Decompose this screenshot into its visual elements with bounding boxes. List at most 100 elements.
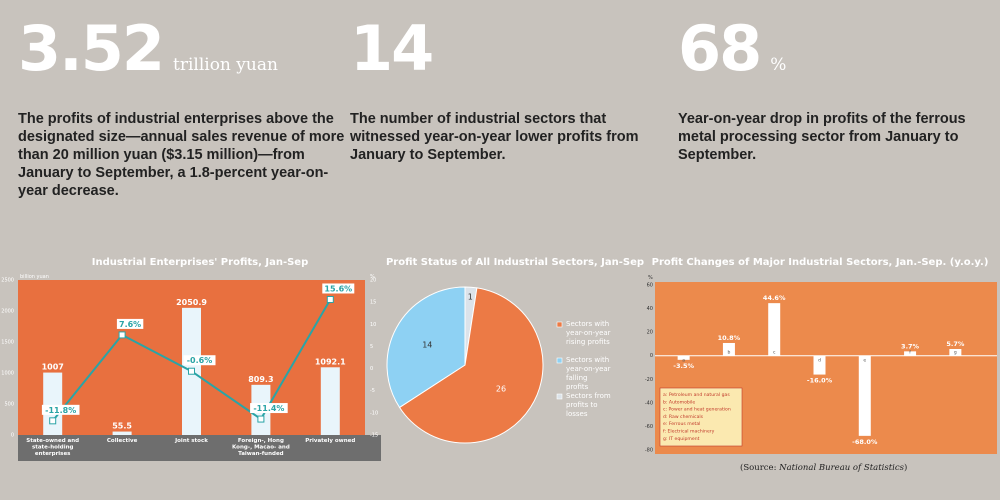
chart3-ytick-label: -60 (645, 424, 653, 430)
chart3-bar-value-label: -68.0% (852, 438, 878, 446)
stat-ferrous: 68% Year-on-year drop in profits of the … (678, 18, 988, 164)
chart1-y2tick-label: 15 (370, 300, 376, 306)
chart1-bar (112, 431, 132, 435)
stat-profits-desc: The profits of industrial enterprises ab… (18, 111, 345, 199)
chart1-growth-label-bg (116, 318, 144, 329)
chart1-y2tick-label: 20 (370, 278, 376, 284)
chart1-category-label: Foreign-, Hong (238, 438, 284, 444)
profits-bar-line-chart: billion yuan % 0 500 1000 1500 2000 2500 -15 -1… (1, 274, 381, 461)
chart1-ytick-label: 1000 (1, 371, 14, 377)
chart3-category-label: d (818, 358, 821, 364)
chart3-legend-item: g: IT equipment (663, 436, 700, 442)
source-name: National Bureau of Statistics (779, 463, 904, 473)
chart1-bar-value-label: 2050.9 (176, 298, 207, 307)
chart3-legend-item: e: Ferrous metal (663, 421, 700, 427)
pie-legend-label: falling (566, 374, 587, 382)
chart1-y2tick-label: -5 (370, 388, 375, 394)
chart3-bar-value-label: 5.7% (946, 340, 965, 348)
chart1-y2tick-label: -10 (370, 410, 378, 416)
chart3-title: Profit Changes of Major Industrial Secto… (651, 257, 989, 268)
chart3-category-label: c (773, 351, 776, 356)
chart1-growth-label-bg (41, 404, 80, 415)
chart1-y2tick-label: 5 (370, 344, 373, 350)
chart1-growth-label-bg (322, 283, 355, 294)
chart1-title: Industrial Enterprises' Profits, Jan-Sep (91, 257, 309, 268)
pie-slice-label: 26 (496, 384, 506, 393)
stat-profits-value: 3.52 (18, 12, 165, 85)
stat-profits: 3.52 trillion yuan The profits of industr… (18, 18, 348, 200)
source-prefix: (Source: (740, 463, 780, 473)
chart3-bar (677, 355, 690, 360)
chart1-growth-marker (118, 331, 126, 339)
pie-legend-swatch (556, 321, 563, 328)
chart3-bar (904, 351, 917, 356)
sector-change-bar-chart: % -80 -60 -40 -20 0 20 40 60 -3.5%a 10.8% b 44.6% c -… (645, 275, 997, 454)
pie-slice (398, 287, 544, 444)
chart1-y2tick-label: 10 (370, 322, 376, 328)
stat-ferrous-desc: Year-on-year drop in profits of the ferr… (678, 111, 966, 163)
chart1-bar-value-label: 1007 (42, 363, 64, 372)
source-note: (Source: National Bureau of Statistics) (740, 463, 907, 473)
chart1-left-unit: billion yuan (20, 274, 49, 280)
stat-sectors: 14 The number of industrial sectors that… (350, 18, 670, 164)
chart3-category-label: b (727, 350, 730, 356)
pie-slice-label: 1 (468, 293, 473, 302)
pie-slice (386, 286, 466, 409)
chart1-ytick-label: 2000 (1, 309, 14, 315)
chart3-unit: % (648, 275, 653, 281)
chart1-category-label: Kong-, Macao- and (232, 445, 290, 451)
source-suffix: ) (903, 463, 908, 473)
chart3-ytick-label: 60 (647, 283, 653, 289)
pie-legend-label: Sectors with (566, 356, 609, 364)
chart1-category-label: enterprises (35, 451, 71, 457)
chart1-bar (43, 372, 63, 435)
pie-legend-label: year-on-year (566, 365, 611, 373)
chart3-legend-item: b: Automobile (663, 399, 695, 405)
chart3-ytick-label: 40 (647, 306, 653, 312)
chart3-legend-item: a: Petroleum and natural gas (663, 392, 730, 398)
chart1-ytick-label: 1500 (1, 340, 14, 346)
chart3-category-label: a (682, 359, 685, 364)
chart1-ytick-label: 2500 (1, 278, 14, 284)
chart1-bar-value-label: 809.3 (248, 375, 273, 384)
chart1-growth-label: -11.4% (253, 404, 284, 413)
chart3-bar-value-label: 44.6% (763, 294, 786, 302)
chart3-ytick-label: -40 (645, 400, 653, 406)
chart1-category-label: Collective (107, 438, 138, 444)
pie-legend-label: losses (566, 410, 588, 418)
chart1-growth-marker (326, 295, 334, 303)
chart1-growth-label: -0.6% (187, 356, 213, 365)
chart1-growth-label: 15.6% (324, 284, 352, 293)
chart1-ytick-label: 500 (4, 402, 14, 408)
chart3-bar (722, 342, 735, 356)
chart3-ytick-label: 0 (650, 353, 653, 359)
chart3-legend-box (659, 387, 743, 447)
chart3-ytick-label: 20 (647, 330, 653, 336)
stat-sectors-value: 14 (350, 12, 434, 85)
pie-legend-swatch (556, 357, 563, 364)
chart3-ytick-label: -20 (645, 377, 653, 383)
chart1-category-label: Privately owned (305, 438, 355, 444)
chart1-category-label: state-holding (32, 445, 74, 451)
pie-legend-label: rising profits (566, 338, 610, 346)
chart1-bar (320, 367, 340, 435)
chart3-bar-value-label: -16.0% (807, 377, 833, 385)
chart1-growth-label: -11.8% (45, 406, 76, 415)
chart2-title: Profit Status of All Industrial Sectors,… (385, 257, 645, 268)
chart1-growth-label: 7.6% (119, 320, 141, 329)
pie-legend-label: Sectors from (566, 392, 611, 400)
chart1-growth-label-bg (250, 403, 288, 414)
chart3-bar (768, 303, 781, 356)
pie-legend-label: profits to (566, 401, 598, 409)
chart1-category-label: Joint stock (174, 438, 208, 444)
chart1-y2tick-label: -15 (370, 433, 378, 439)
chart1-category-label: Taiwan-funded (238, 451, 284, 457)
stat-ferrous-value: 68 (678, 12, 762, 85)
pie-legend-label: Sectors with (566, 320, 609, 328)
pie-legend-label: profits (566, 383, 589, 391)
stat-profits-unit: trillion yuan (172, 55, 278, 75)
pie-slice-label: 14 (422, 341, 432, 350)
chart1-right-unit: % (370, 274, 375, 280)
stat-ferrous-unit: % (770, 55, 787, 75)
